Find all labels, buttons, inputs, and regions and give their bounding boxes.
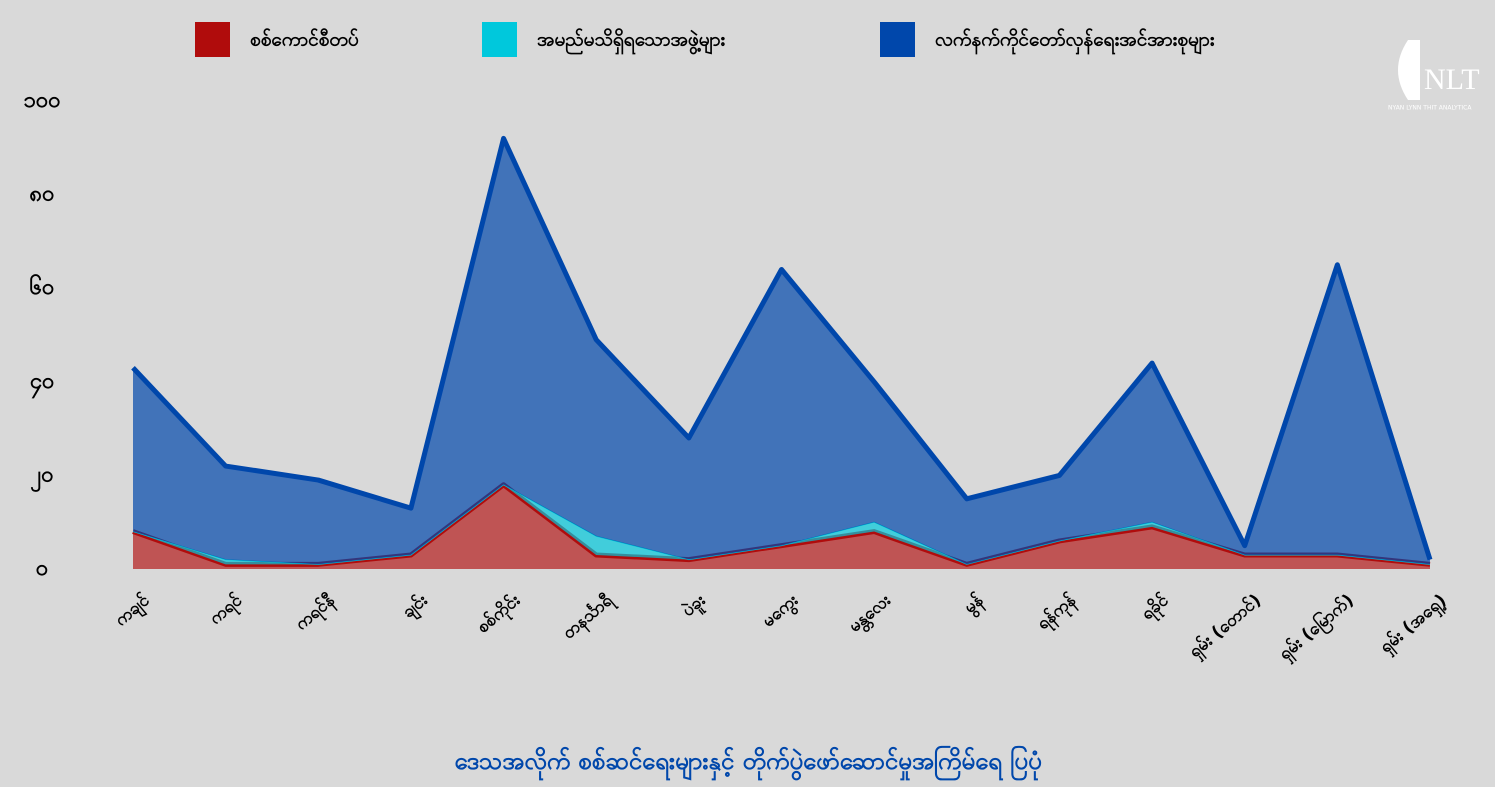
- y-tick-label: ၆၀: [30, 273, 55, 300]
- y-tick-label: ၄၀: [30, 369, 55, 399]
- y-tick-label: ၈၀: [30, 182, 55, 207]
- logo-subtitle: NYAN LYNN THIT ANALYTICA: [1388, 105, 1472, 112]
- legend-swatch: [880, 22, 915, 57]
- y-tick-label: ၂၀: [30, 462, 53, 492]
- legend-swatch: [195, 22, 230, 57]
- area: [133, 138, 1430, 565]
- logo-text: NLT: [1424, 63, 1480, 96]
- y-tick-label: ၀: [36, 556, 48, 581]
- y-tick-label: ၁၀၀: [23, 88, 60, 113]
- legend-label: စစ်ကောင်စီတပ်: [250, 27, 359, 51]
- logo: NLT NYAN LYNN THIT ANALYTICA: [1388, 40, 1480, 112]
- series-line: [131, 135, 1433, 561]
- area: [133, 484, 1430, 569]
- logo-shape: [1398, 40, 1420, 100]
- legend-swatch: [482, 22, 517, 57]
